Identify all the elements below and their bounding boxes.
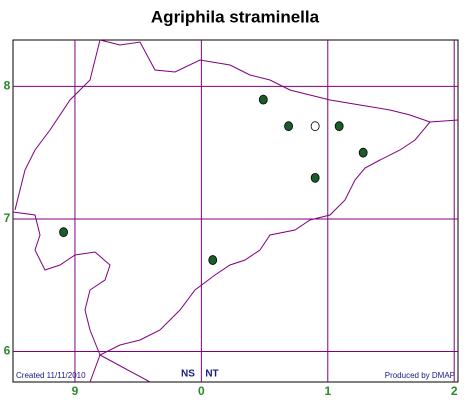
record-dot bbox=[310, 121, 320, 132]
producer: Produced by DMAP bbox=[385, 371, 455, 380]
map-title: Agriphila straminella bbox=[151, 7, 320, 26]
y-tick-label: 6 bbox=[4, 344, 11, 358]
y-tick-label: 7 bbox=[4, 211, 11, 225]
created-date: Created 11/11/2010 bbox=[16, 371, 86, 380]
record-dot bbox=[284, 121, 293, 132]
map-frame bbox=[12, 39, 459, 383]
x-tick-label: 9 bbox=[72, 384, 79, 398]
x-tick-label: 1 bbox=[324, 384, 331, 398]
x-tick-label: 2 bbox=[451, 384, 458, 398]
record-dot bbox=[358, 147, 368, 158]
record-dot bbox=[208, 255, 218, 265]
record-dot bbox=[59, 227, 68, 238]
y-tick-label: 8 bbox=[4, 79, 11, 93]
record-dot bbox=[334, 121, 344, 132]
square-label: NT bbox=[205, 369, 218, 380]
x-tick-label: 0 bbox=[198, 384, 205, 398]
square-label: NS bbox=[181, 369, 195, 380]
coastline bbox=[12, 39, 459, 383]
record-dot bbox=[310, 172, 320, 183]
record-dot bbox=[258, 94, 268, 105]
